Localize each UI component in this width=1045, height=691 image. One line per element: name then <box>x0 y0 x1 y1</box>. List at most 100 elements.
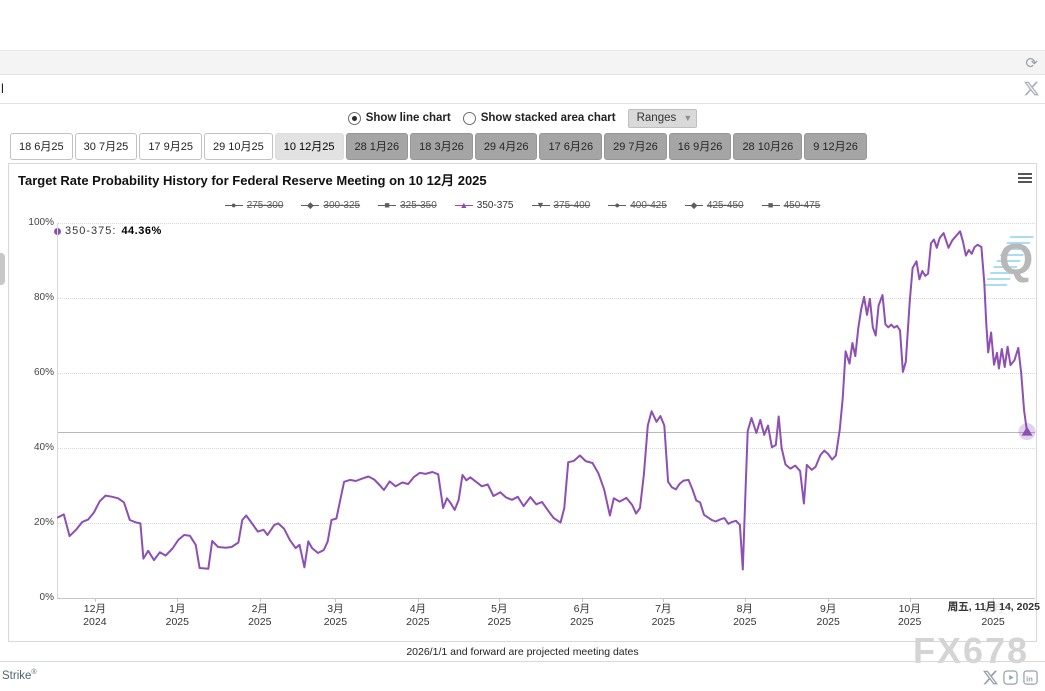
x-axis-tick <box>499 598 501 602</box>
meeting-tab-17-6月26[interactable]: 17 6月26 <box>539 133 603 160</box>
x-axis-tick <box>663 598 665 602</box>
meeting-tab-16-9月26[interactable]: 16 9月26 <box>668 133 732 160</box>
legend-item-425-450[interactable]: ◆ 425-450 <box>684 200 744 211</box>
series-name: 350-375: <box>65 225 117 237</box>
youtube-icon[interactable] <box>1003 670 1018 685</box>
gridline-0pct <box>57 598 1035 599</box>
bottom-divider <box>0 661 1045 662</box>
meeting-tab-28-10月26[interactable]: 28 10月26 <box>733 133 803 160</box>
x-axis-tick <box>909 598 911 602</box>
x-axis-tick <box>828 598 830 602</box>
scrollbar-nub[interactable] <box>0 253 5 285</box>
y-axis-label-100: 100% <box>28 217 54 228</box>
x-axis-label-10月: 10月 2025 <box>897 603 922 628</box>
legend-item-450-475[interactable]: ■ 450-475 <box>761 200 821 211</box>
x-axis-tick <box>581 598 583 602</box>
y-axis-label-80: 80% <box>33 292 54 303</box>
registered-mark: ® <box>31 669 37 676</box>
meeting-tab-29-10月25[interactable]: 29 10月25 <box>203 133 273 160</box>
x-twitter-icon[interactable] <box>983 670 998 685</box>
radio-line-label: Show line chart <box>365 112 451 124</box>
chevron-down-icon: ▼ <box>683 112 693 123</box>
meeting-tab-18-3月26[interactable]: 18 3月26 <box>410 133 473 160</box>
y-axis-label-20: 20% <box>33 517 54 528</box>
x-axis-label-11月: 11月 2025 <box>981 603 1005 628</box>
square-marker-icon: ■ <box>761 200 780 211</box>
linkedin-icon[interactable]: in <box>1023 670 1038 685</box>
current-point-label: 350-375: 44.36% <box>54 225 162 237</box>
legend-item-350-375[interactable]: ▲ 350-375 <box>454 200 514 211</box>
legend-label: 350-375 <box>476 200 514 211</box>
share-row: l <box>0 75 1045 103</box>
watermark-q-letter: Q <box>999 235 1034 284</box>
meeting-tab-17-9月25[interactable]: 17 9月25 <box>139 133 202 160</box>
radio-selected-icon[interactable] <box>347 111 361 125</box>
current-value-plotline <box>57 432 1035 433</box>
meeting-tab-10-12月25[interactable]: 10 12月25 <box>274 133 344 160</box>
circle-marker-icon: ● <box>608 200 627 211</box>
legend-label: 450-475 <box>783 200 821 211</box>
legend-label: 375-400 <box>553 200 591 211</box>
legend-label: 425-450 <box>706 200 744 211</box>
crosshair-date-label: 周五, 11月 14, 2025 <box>947 601 1040 613</box>
y-axis-label-40: 40% <box>33 442 54 453</box>
x-axis-tick <box>177 598 179 602</box>
meeting-tab-29-7月26[interactable]: 29 7月26 <box>604 133 667 160</box>
chart-legend: ● 275-300 ◆ 300-325 ■ 325-350 ▲ 350-375 ▼ 375-400… <box>8 200 1037 211</box>
meeting-tab-9-12月26[interactable]: 9 12月26 <box>804 133 867 160</box>
x-axis-tick <box>335 598 337 602</box>
x-axis-label-12月: 12月 2024 <box>83 603 107 628</box>
x-twitter-share-icon[interactable] <box>1024 81 1039 96</box>
fx678-watermark: FX678 <box>913 630 1030 671</box>
gridline-100pct <box>57 223 1035 224</box>
gridline-80pct <box>57 298 1035 299</box>
meeting-tab-18-6月25[interactable]: 18 6月25 <box>10 133 73 160</box>
radio-unselected-icon[interactable] <box>462 111 476 125</box>
hamburger-menu-icon[interactable] <box>1018 173 1032 185</box>
legend-label: 325-350 <box>400 200 437 211</box>
gridline-40pct <box>57 448 1035 449</box>
gridline-60pct <box>57 373 1035 374</box>
triangle-down-marker-icon: ▼ <box>531 200 550 211</box>
x-axis-label-8月: 8月 2025 <box>733 603 757 628</box>
legend-item-275-300[interactable]: ● 275-300 <box>224 200 283 211</box>
ranges-dropdown[interactable]: Ranges ▼ <box>627 108 698 128</box>
y-axis-label-60: 60% <box>33 367 54 378</box>
meeting-tab-28-1月26[interactable]: 28 1月26 <box>345 133 409 160</box>
legend-item-375-400[interactable]: ▼ 375-400 <box>531 200 591 211</box>
quikstrike-watermark: Q <box>982 234 1042 290</box>
strike-label: Strike <box>2 669 32 682</box>
x-axis-tick <box>993 598 995 602</box>
x-axis-label-4月: 4月 2025 <box>406 603 430 628</box>
radio-show-stacked-area[interactable]: Show stacked area chart <box>462 111 616 125</box>
legend-item-325-350[interactable]: ■ 325-350 <box>378 200 437 211</box>
chart-title: Target Rate Probability History for Fede… <box>18 173 487 188</box>
svg-text:in: in <box>1026 674 1033 683</box>
top-toolbar-strip: ⟳ <box>0 50 1045 75</box>
ranges-label: Ranges <box>636 111 677 124</box>
x-axis-label-9月: 9月 2025 <box>816 603 840 628</box>
radio-show-line-chart[interactable]: Show line chart <box>347 111 451 125</box>
legend-item-300-325[interactable]: ◆ 300-325 <box>301 200 360 211</box>
meeting-tab-30-7月25[interactable]: 30 7月25 <box>74 133 138 160</box>
top-divider <box>0 103 1045 104</box>
circle-marker-icon: ● <box>224 200 243 211</box>
social-links: in <box>983 670 1038 685</box>
legend-label: 400-425 <box>630 200 667 211</box>
x-axis-label-5月: 5月 2025 <box>487 603 512 628</box>
x-axis-tick <box>744 598 746 602</box>
x-axis-tick <box>417 598 419 602</box>
clipped-text-fragment: l <box>1 81 4 96</box>
x-axis-label-2月: 2月 2025 <box>248 603 272 628</box>
radio-stacked-label: Show stacked area chart <box>480 112 616 124</box>
meeting-tab-29-4月26[interactable]: 29 4月26 <box>474 133 538 160</box>
gridline-20pct <box>57 523 1035 524</box>
square-marker-icon: ■ <box>378 200 397 211</box>
legend-item-400-425[interactable]: ● 400-425 <box>608 200 667 211</box>
x-axis-tick <box>94 598 96 602</box>
strike-brand-text: Strike® <box>2 669 37 682</box>
refresh-icon[interactable]: ⟳ <box>1025 55 1038 72</box>
chart-footnote: 2026/1/1 and forward are projected meeti… <box>406 646 639 658</box>
series-value: 44.36% <box>121 225 162 237</box>
legend-label: 300-325 <box>323 200 361 211</box>
